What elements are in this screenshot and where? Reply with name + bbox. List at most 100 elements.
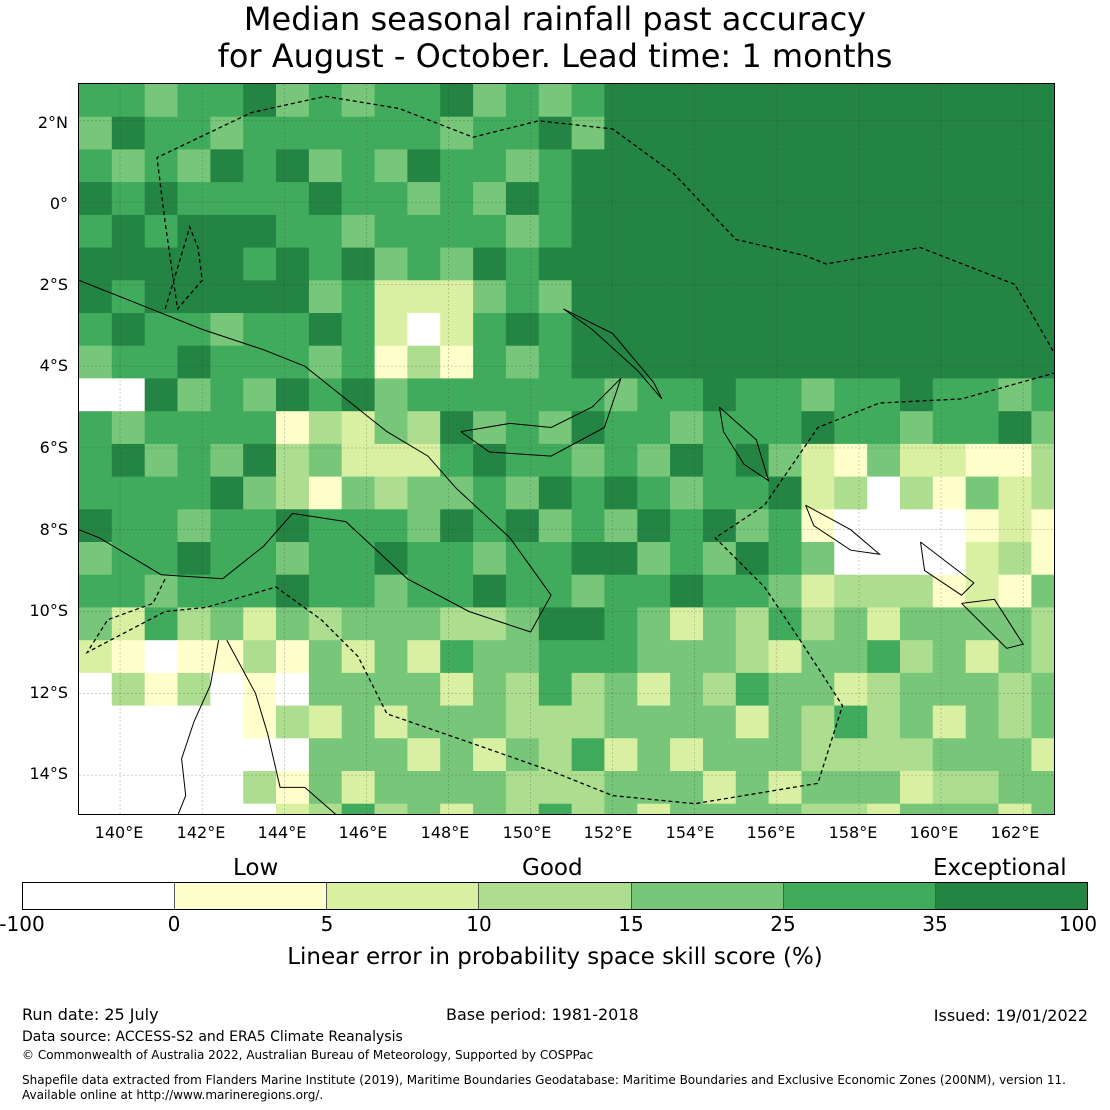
skill-cell xyxy=(473,803,507,814)
skill-cell xyxy=(768,640,802,674)
shapefile-url: Available online at http://www.marinereg… xyxy=(22,1088,324,1102)
skill-cell xyxy=(505,738,540,772)
skill-cell xyxy=(79,509,113,543)
skill-cell xyxy=(900,214,934,249)
skill-cell xyxy=(440,84,474,118)
skill-cell xyxy=(407,640,441,674)
skill-cell xyxy=(538,574,573,608)
skill-cell xyxy=(670,313,704,347)
skill-cell xyxy=(834,574,868,608)
skill-cell xyxy=(144,443,178,478)
skill-cell xyxy=(998,738,1032,772)
skill-cell xyxy=(998,116,1032,150)
skill-cell xyxy=(965,672,999,707)
skill-cell xyxy=(341,803,375,814)
skill-cell xyxy=(144,607,178,641)
skill-cell xyxy=(998,182,1032,216)
skill-cell xyxy=(965,542,999,576)
skill-cell xyxy=(867,378,901,412)
skill-cell xyxy=(374,542,408,576)
skill-cell xyxy=(374,280,408,314)
skill-cell xyxy=(834,738,868,772)
skill-cell xyxy=(965,247,999,281)
copyright: © Commonwealth of Australia 2022, Austra… xyxy=(22,1048,594,1062)
skill-cell xyxy=(735,411,770,445)
skill-cell xyxy=(571,84,605,118)
skill-cell xyxy=(79,705,113,739)
skill-cell xyxy=(670,738,704,772)
skill-cell xyxy=(243,345,277,379)
skill-cell xyxy=(965,705,999,739)
skill-cell xyxy=(341,280,375,314)
skill-cell xyxy=(111,640,146,674)
skill-cell xyxy=(440,313,474,347)
skill-cell xyxy=(735,705,770,739)
skill-cell xyxy=(735,574,770,608)
skill-cell xyxy=(670,247,704,281)
skill-cell xyxy=(308,705,343,739)
skill-cell xyxy=(210,803,244,814)
skill-cell xyxy=(932,182,967,216)
skill-cell xyxy=(867,345,901,379)
skill-cell xyxy=(637,672,671,707)
skill-cell xyxy=(473,214,507,249)
skill-cell xyxy=(571,574,605,608)
lon-label-144: 144°E xyxy=(257,823,307,842)
skill-cell xyxy=(571,182,605,216)
skill-cell xyxy=(637,476,671,510)
skill-cell xyxy=(571,280,605,314)
skill-cell xyxy=(932,476,967,510)
legend-colorbar xyxy=(22,882,1088,910)
skill-cell xyxy=(243,607,277,641)
skill-cell xyxy=(374,149,408,183)
skill-cell xyxy=(79,607,113,641)
skill-cell xyxy=(670,705,704,739)
skill-cell xyxy=(538,214,573,249)
skill-cell xyxy=(505,476,540,510)
skill-cell xyxy=(374,411,408,445)
skill-cell xyxy=(407,313,441,347)
skill-cell xyxy=(440,607,474,641)
skill-cell xyxy=(998,280,1032,314)
colorbar-tick: 5 xyxy=(320,912,334,936)
skill-cell xyxy=(144,476,178,510)
skill-cell xyxy=(374,247,408,281)
skill-cell xyxy=(374,803,408,814)
colorbar-bin-0 xyxy=(23,883,176,909)
skill-cell xyxy=(604,640,638,674)
skill-cell xyxy=(637,607,671,641)
skill-cell xyxy=(144,738,178,772)
skill-cell xyxy=(1031,84,1054,118)
skill-cell xyxy=(932,214,967,249)
skill-cell xyxy=(473,84,507,118)
skill-cell xyxy=(407,672,441,707)
skill-cell xyxy=(1031,738,1054,772)
skill-cell xyxy=(308,280,343,314)
skill-cell xyxy=(670,182,704,216)
skill-cell xyxy=(505,803,540,814)
skill-cell xyxy=(768,476,802,510)
skill-cell xyxy=(144,672,178,707)
skill-cell xyxy=(571,378,605,412)
skill-cell xyxy=(703,411,737,445)
skill-cell xyxy=(900,411,934,445)
skill-cell xyxy=(210,411,244,445)
skill-cell xyxy=(538,247,573,281)
skill-cell xyxy=(407,149,441,183)
skill-cell xyxy=(243,378,277,412)
skill-cell xyxy=(79,149,113,183)
skill-cell xyxy=(965,84,999,118)
skill-cell xyxy=(374,509,408,543)
skill-cell xyxy=(276,705,310,739)
skill-cell xyxy=(341,247,375,281)
skill-cell xyxy=(801,574,835,608)
skill-cell xyxy=(144,214,178,249)
skill-cell xyxy=(735,214,770,249)
skill-cell xyxy=(111,280,146,314)
skill-cell xyxy=(604,280,638,314)
skill-cell xyxy=(768,509,802,543)
skill-cell xyxy=(867,149,901,183)
skill-cell xyxy=(308,672,343,707)
skill-cell xyxy=(79,574,113,608)
skill-cell xyxy=(670,476,704,510)
